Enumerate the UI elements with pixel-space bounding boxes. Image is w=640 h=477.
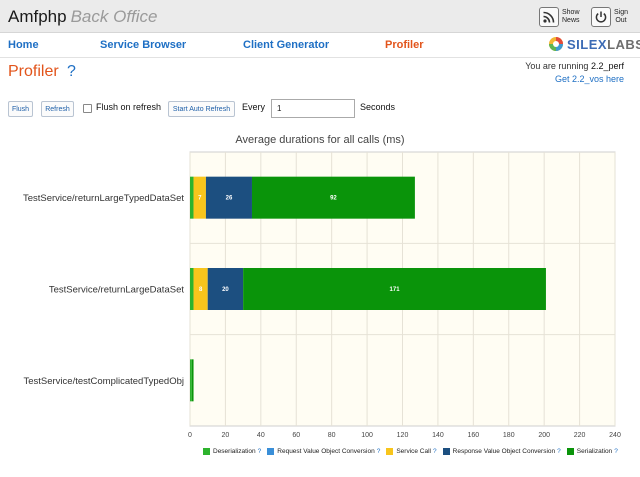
x-tick-label: 40 <box>257 432 265 439</box>
top-bar: Amfphp Back Office Show News Sign Out <box>0 0 640 33</box>
bar-value-label: 20 <box>222 287 229 293</box>
silexlabs-logo[interactable]: SILEXLABS <box>548 36 640 52</box>
bar-value-label: 26 <box>226 196 233 202</box>
category-label: TestService/returnLargeTypedDataSet <box>23 193 184 204</box>
bar-value-label: 7 <box>198 196 202 202</box>
nav-profiler[interactable]: Profiler <box>385 39 424 51</box>
duration-chart: 0 20 40 60 80 100 120 140 160 180 200 220 240 TestSer… <box>23 151 621 439</box>
legend-help-link[interactable]: ? <box>614 448 618 455</box>
bar-segment <box>207 268 244 310</box>
refresh-interval-input[interactable]: 1 <box>271 99 355 118</box>
legend-help-link[interactable]: ? <box>376 448 381 455</box>
legend-label: Deserialization <box>213 448 256 455</box>
legend-item: Serialization? <box>566 448 618 455</box>
legend-label: Serialization <box>576 448 613 455</box>
x-tick-label: 60 <box>292 432 300 439</box>
bar-value-label: 171 <box>390 287 401 293</box>
legend-swatch <box>203 448 210 455</box>
legend-swatch <box>566 448 574 455</box>
bar-segment <box>191 359 194 402</box>
seconds-label: Seconds <box>360 102 396 112</box>
x-tick-label: 0 <box>188 432 192 439</box>
app-title: Amfphp Back Office <box>8 7 158 27</box>
x-tick-label: 20 <box>222 432 230 439</box>
show-news-label: Show News <box>562 9 580 24</box>
bar-segment <box>193 176 206 219</box>
legend-help-link[interactable]: ? <box>257 448 262 455</box>
bar-segment <box>190 176 194 219</box>
sign-out-label: Sign Out <box>614 9 629 24</box>
legend-swatch <box>386 448 394 455</box>
page-title: Profiler <box>8 63 59 80</box>
app-subtitle: Back Office <box>70 7 158 26</box>
legend-help-link[interactable]: ? <box>557 448 561 455</box>
get-version-link[interactable]: Get 2.2_vos here <box>554 74 624 84</box>
x-tick-label: 240 <box>609 432 621 439</box>
silexlabs-logo-icon <box>549 37 563 51</box>
legend-swatch <box>267 448 275 455</box>
power-icon <box>591 7 611 27</box>
show-news-button[interactable]: Show News <box>539 6 580 28</box>
logo-text-silex: SILEX <box>567 36 608 52</box>
x-tick-label: 160 <box>467 432 479 439</box>
x-tick-label: 140 <box>432 432 444 439</box>
version-prefix: You are running <box>525 61 589 71</box>
bar-segment <box>190 268 194 310</box>
legend-label: Service Call <box>396 448 432 455</box>
category-label: TestService/testComplicatedTypedObj <box>23 376 184 387</box>
nav-service-browser[interactable]: Service Browser <box>100 39 187 51</box>
flush-button[interactable]: Flush <box>8 101 33 117</box>
bar-segment <box>190 359 192 402</box>
x-tick-label: 200 <box>538 432 550 439</box>
help-link[interactable]: ? <box>67 63 76 80</box>
x-tick-label: 80 <box>328 432 336 439</box>
bar-value-label: 8 <box>199 287 203 293</box>
legend-help-link[interactable]: ? <box>433 448 437 455</box>
bar-segment <box>251 176 415 219</box>
legend-label: Request Value Object Conversion <box>277 448 375 455</box>
x-tick-label: 100 <box>361 432 373 439</box>
bar-value-label: 92 <box>330 196 337 202</box>
category-label: TestService/returnLargeDataSet <box>49 285 185 296</box>
every-label: Every <box>242 102 266 112</box>
flush-on-refresh-checkbox[interactable] <box>83 104 92 113</box>
app-name: Amfphp <box>8 7 67 26</box>
bar-segment <box>205 176 252 219</box>
version-info: You are running 2.2_perf <box>525 61 624 71</box>
legend-item: Request Value Object Conversion? <box>267 448 380 455</box>
bar-segment <box>193 268 208 310</box>
rss-icon <box>539 7 559 27</box>
chart-title: Average durations for all calls (ms) <box>235 134 405 146</box>
x-tick-label: 220 <box>574 432 586 439</box>
nav-home[interactable]: Home <box>8 39 39 51</box>
flush-on-refresh-label: Flush on refresh <box>96 102 162 112</box>
x-tick-label: 120 <box>397 432 409 439</box>
legend-swatch <box>442 448 450 455</box>
sign-out-button[interactable]: Sign Out <box>591 6 628 28</box>
main-nav: Home Service Browser Client Generator Pr… <box>0 33 640 58</box>
logo-text-labs: LABS <box>607 36 640 52</box>
bar-segment <box>243 268 546 310</box>
chart-legend: Deserialization? Request Value Object Con… <box>203 448 624 455</box>
legend-item: Deserialization? <box>203 448 261 455</box>
refresh-button[interactable]: Refresh <box>41 101 74 117</box>
version-number: 2.2_perf <box>590 61 624 71</box>
x-tick-label: 180 <box>503 432 515 439</box>
nav-client-generator[interactable]: Client Generator <box>243 39 330 51</box>
legend-item: Service Call? <box>386 448 437 455</box>
start-auto-refresh-button[interactable]: Start Auto Refresh <box>168 101 235 117</box>
legend-label: Response Value Object Conversion <box>452 448 556 455</box>
legend-item: Response Value Object Conversion? <box>442 448 561 455</box>
